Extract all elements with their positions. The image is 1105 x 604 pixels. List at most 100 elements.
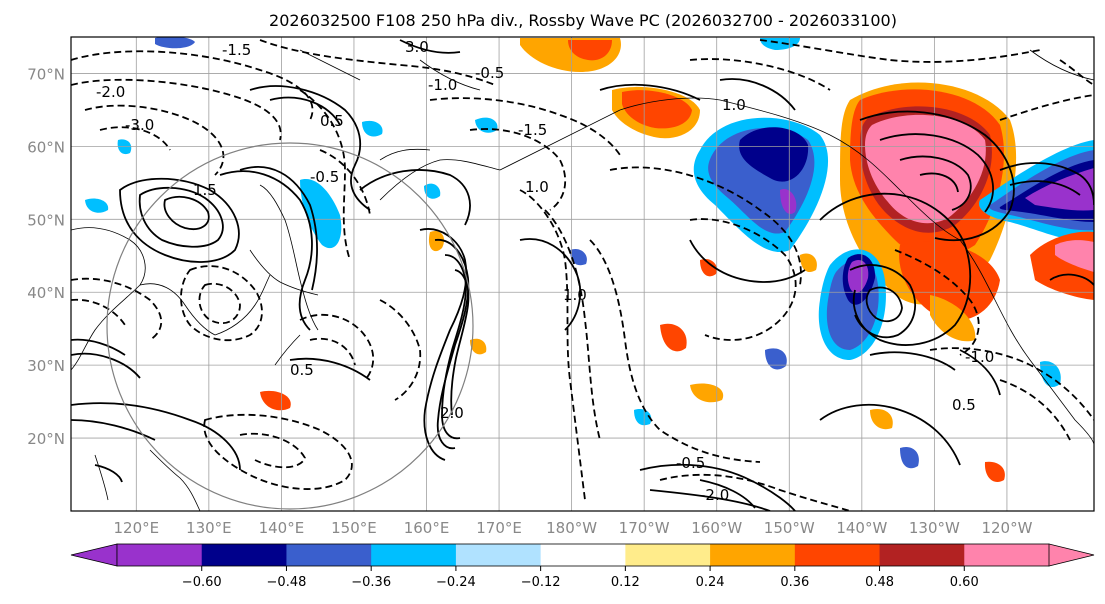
lon-tick-label: 150°W xyxy=(764,519,815,537)
fill-small-21 xyxy=(570,248,587,266)
fill-small-7 xyxy=(470,338,487,355)
fill-small-18 xyxy=(760,38,800,50)
contour-label: 0.5 xyxy=(320,112,344,130)
contour-label: -1.0 xyxy=(428,76,457,94)
colorbar-tick-label: −0.36 xyxy=(351,575,391,590)
contour-label: 1.0 xyxy=(722,96,746,114)
contour-label: 1.0 xyxy=(525,178,549,196)
lat-tick-label: 70°N xyxy=(27,65,65,83)
fill-small-8 xyxy=(260,390,291,411)
fill-small-16 xyxy=(634,408,652,426)
fill-small-17 xyxy=(800,253,817,273)
lon-tick-label: 170°W xyxy=(619,519,670,537)
contour-label: -0.5 xyxy=(310,168,339,186)
colorbar-extend-low xyxy=(70,543,118,567)
lat-tick-label: 50°N xyxy=(27,211,65,229)
colorbar-swatch xyxy=(710,544,796,566)
contour-label: -2.0 xyxy=(96,83,125,101)
colorbar-tick-label: −0.48 xyxy=(267,575,307,590)
contour-label: 2.0 xyxy=(440,404,464,422)
colorbar: −0.60 −0.48 −0.36 −0.24 −0.12 0.12 0.24 0.36 0.4… xyxy=(70,543,1095,590)
colorbar-swatch xyxy=(371,544,457,566)
region-circle xyxy=(106,142,474,510)
lat-tick-label: 60°N xyxy=(27,138,65,156)
fill-pos-uswest-core xyxy=(1055,240,1094,272)
lon-tick-label: 170°E xyxy=(476,519,522,537)
lon-tick-label: 160°W xyxy=(691,519,742,537)
lon-tick-label: 140°W xyxy=(836,519,887,537)
map-area: -3.0 3.0 -1.5 -2.0 -0.5 -1.0 0.5 1.0 1.5… xyxy=(71,37,1094,511)
fill-small-9 xyxy=(660,323,687,352)
lon-tick-label: 180°W xyxy=(546,519,597,537)
lon-tick-label: 130°W xyxy=(909,519,960,537)
map-frame xyxy=(70,36,1095,512)
contour-label: -1.5 xyxy=(222,41,251,59)
coastlines xyxy=(71,49,1094,511)
colorbar-tick-label: −0.60 xyxy=(182,575,222,590)
negative-contours xyxy=(71,39,1094,511)
fill-neg-canada-peak xyxy=(1025,168,1094,211)
lat-tick-label: 20°N xyxy=(27,430,65,448)
anomaly-fills xyxy=(85,37,1094,482)
longitude-labels: 120°E 130°E 140°E 150°E 160°E 170°E 180°W 170°W… xyxy=(113,519,1032,537)
lon-tick-label: 120°W xyxy=(981,519,1032,537)
colorbar-swatch xyxy=(625,544,711,566)
contour-label: -1.5 xyxy=(518,121,547,139)
contour-label: -0.5 xyxy=(475,64,504,82)
contour-label: 3.0 xyxy=(405,38,429,56)
fill-small-22 xyxy=(870,408,893,430)
fill-small-4 xyxy=(475,117,498,133)
colorbar-swatch xyxy=(794,544,881,566)
fill-small-6 xyxy=(428,230,445,252)
fill-neg-alaska-peak xyxy=(780,189,797,214)
colorbar-tick-label: 0.24 xyxy=(696,575,725,590)
fill-small-10 xyxy=(700,258,717,277)
contour-label: -3.0 xyxy=(125,116,154,134)
fill-small-12 xyxy=(765,348,787,370)
colorbar-swatch xyxy=(201,544,287,566)
contour-label: -2.0 xyxy=(700,486,729,504)
colorbar-tick-label: 0.48 xyxy=(865,575,894,590)
lon-tick-label: 160°E xyxy=(404,519,450,537)
contour-labels: -3.0 3.0 -1.5 -2.0 -0.5 -1.0 0.5 1.0 1.5… xyxy=(96,38,994,504)
fill-small-19 xyxy=(85,198,109,213)
fill-small-3 xyxy=(362,120,383,137)
fill-small-2 xyxy=(300,179,342,249)
fill-small-1 xyxy=(155,37,195,49)
colorbar-swatch xyxy=(286,544,372,566)
colorbar-tick-label: 0.60 xyxy=(950,575,979,590)
fill-small-11 xyxy=(690,383,724,403)
lon-tick-label: 150°E xyxy=(331,519,377,537)
lat-tick-label: 40°N xyxy=(27,284,65,302)
lon-tick-label: 120°E xyxy=(113,519,159,537)
contour-label: -1.0 xyxy=(965,348,994,366)
latitude-labels: 70°N 60°N 50°N 40°N 30°N 20°N xyxy=(27,65,65,448)
lon-tick-label: 140°E xyxy=(259,519,305,537)
fill-pos-nepac-south-edge xyxy=(930,295,976,342)
lon-tick-label: 130°E xyxy=(186,519,232,537)
colorbar-extend-high xyxy=(1048,543,1095,567)
lat-tick-label: 30°N xyxy=(27,357,65,375)
colorbar-swatch xyxy=(540,544,626,566)
colorbar-swatch xyxy=(455,544,542,566)
chart-title: 2026032500 F108 250 hPa div., Rossby Wav… xyxy=(269,11,897,30)
contour-label: 0.5 xyxy=(290,361,314,379)
fill-neg-alaska-core xyxy=(739,127,809,182)
fill-small-14 xyxy=(984,461,1005,482)
colorbar-tick-label: −0.24 xyxy=(436,575,476,590)
contour-label: -0.5 xyxy=(676,454,705,472)
colorbar-swatch xyxy=(964,544,1050,566)
colorbar-frame xyxy=(116,543,1050,567)
colorbar-tick-label: 0.36 xyxy=(780,575,809,590)
fill-pos-alaska-core xyxy=(622,90,692,129)
colorbar-tick-label: −0.12 xyxy=(521,575,561,590)
contour-label: 1.0 xyxy=(563,286,587,304)
colorbar-tick-label: 0.12 xyxy=(611,575,640,590)
fill-small-13 xyxy=(900,446,919,469)
gridlines xyxy=(71,37,1094,511)
fill-small-5 xyxy=(424,183,441,199)
colorbar-swatch xyxy=(879,544,965,566)
contour-label: 1.5 xyxy=(193,181,217,199)
colorbar-swatch xyxy=(117,544,203,566)
